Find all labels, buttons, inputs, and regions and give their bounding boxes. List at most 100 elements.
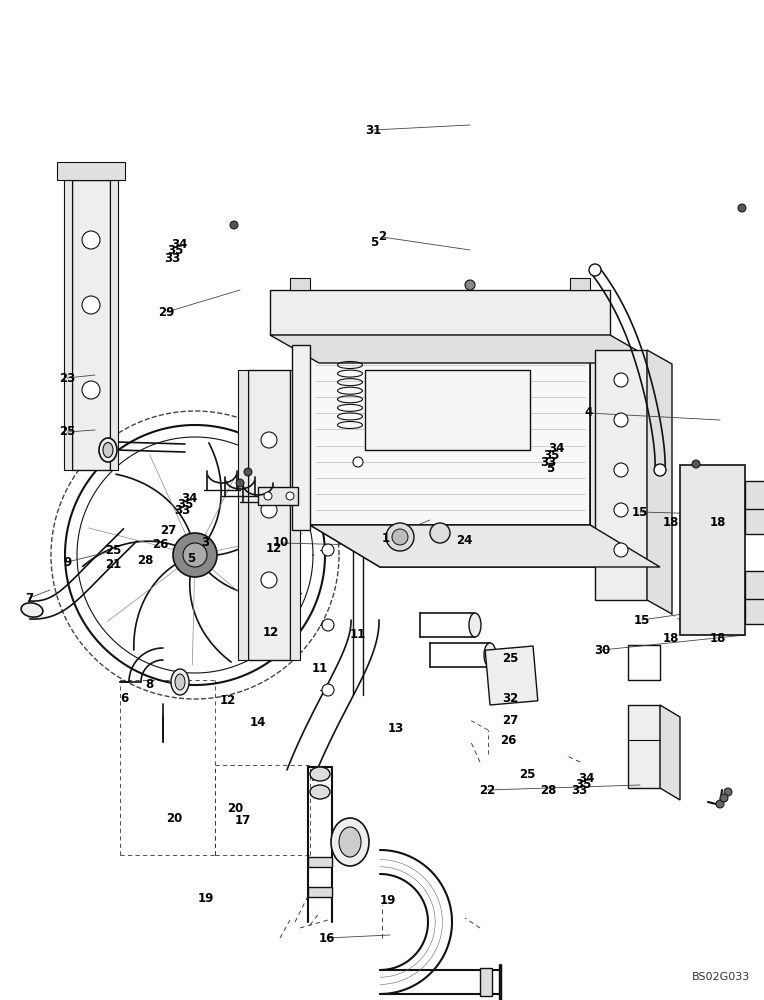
Bar <box>290 278 310 290</box>
Bar <box>290 370 300 660</box>
Circle shape <box>724 788 732 796</box>
Circle shape <box>738 204 746 212</box>
Text: 14: 14 <box>250 716 267 728</box>
Text: 17: 17 <box>235 813 251 826</box>
Circle shape <box>614 503 628 517</box>
Circle shape <box>183 543 207 567</box>
Circle shape <box>614 413 628 427</box>
Circle shape <box>692 460 700 468</box>
Circle shape <box>322 684 334 696</box>
Circle shape <box>261 502 277 518</box>
Polygon shape <box>660 705 680 800</box>
Circle shape <box>589 264 601 276</box>
Polygon shape <box>310 525 660 567</box>
Text: 33: 33 <box>173 504 190 516</box>
Ellipse shape <box>310 767 330 781</box>
Text: 20: 20 <box>227 802 244 814</box>
Ellipse shape <box>469 613 481 637</box>
Polygon shape <box>248 370 290 660</box>
Text: 19: 19 <box>380 894 397 907</box>
Circle shape <box>230 221 238 229</box>
Bar <box>745 571 764 599</box>
Text: 5: 5 <box>371 236 378 249</box>
Bar <box>110 180 118 470</box>
Text: 27: 27 <box>502 714 519 726</box>
Polygon shape <box>292 345 310 530</box>
Polygon shape <box>595 350 647 600</box>
Text: 7: 7 <box>25 591 33 604</box>
Text: 33: 33 <box>571 784 588 796</box>
Text: 15: 15 <box>633 613 650 626</box>
Text: 26: 26 <box>152 538 169 552</box>
Text: 22: 22 <box>479 784 496 796</box>
Circle shape <box>286 492 294 500</box>
Bar <box>57 162 125 180</box>
Polygon shape <box>365 370 530 450</box>
Bar <box>258 487 298 505</box>
Text: 30: 30 <box>594 644 610 656</box>
Circle shape <box>82 231 100 249</box>
Circle shape <box>614 543 628 557</box>
Text: 34: 34 <box>171 237 188 250</box>
Text: 25: 25 <box>59 425 76 438</box>
Text: 23: 23 <box>59 371 76 384</box>
Text: BS02G033: BS02G033 <box>691 972 750 982</box>
Circle shape <box>465 280 475 290</box>
Text: 25: 25 <box>502 652 519 665</box>
Ellipse shape <box>331 818 369 866</box>
Text: 20: 20 <box>166 811 183 824</box>
Polygon shape <box>680 465 745 635</box>
Text: 5: 5 <box>187 552 195 564</box>
Bar <box>485 646 538 705</box>
Bar <box>238 370 248 660</box>
Text: 32: 32 <box>502 692 519 704</box>
Text: 12: 12 <box>219 694 236 706</box>
Circle shape <box>614 373 628 387</box>
Ellipse shape <box>339 827 361 857</box>
Bar <box>745 596 764 624</box>
Text: 1: 1 <box>382 532 390 544</box>
Circle shape <box>82 296 100 314</box>
Polygon shape <box>72 180 110 470</box>
Bar <box>745 481 764 509</box>
Text: 16: 16 <box>319 932 335 944</box>
Text: 8: 8 <box>145 679 153 692</box>
Polygon shape <box>647 350 672 614</box>
Polygon shape <box>270 335 659 363</box>
Polygon shape <box>590 350 660 567</box>
Circle shape <box>173 533 217 577</box>
Text: 35: 35 <box>543 449 560 462</box>
Text: 33: 33 <box>163 251 180 264</box>
Text: 18: 18 <box>710 632 727 645</box>
Text: 4: 4 <box>584 406 592 420</box>
Circle shape <box>322 619 334 631</box>
Text: 9: 9 <box>63 556 71 568</box>
Text: 18: 18 <box>710 516 727 528</box>
Text: 28: 28 <box>540 784 557 796</box>
Text: 35: 35 <box>176 497 193 510</box>
Text: 3: 3 <box>201 536 209 550</box>
Ellipse shape <box>103 442 113 458</box>
Text: 35: 35 <box>575 778 591 790</box>
Text: 25: 25 <box>519 768 536 782</box>
Circle shape <box>720 794 728 802</box>
Text: 13: 13 <box>387 722 404 734</box>
Text: 5: 5 <box>546 462 554 475</box>
Text: 27: 27 <box>160 524 176 536</box>
Circle shape <box>264 492 272 500</box>
Text: 6: 6 <box>121 692 128 704</box>
Text: 21: 21 <box>105 558 121 571</box>
Text: 34: 34 <box>548 442 565 454</box>
Polygon shape <box>628 705 660 788</box>
Circle shape <box>236 479 244 487</box>
Circle shape <box>430 523 450 543</box>
Text: 10: 10 <box>273 536 290 550</box>
Bar <box>308 887 332 897</box>
Ellipse shape <box>21 603 43 617</box>
Circle shape <box>654 464 666 476</box>
Text: 29: 29 <box>158 306 175 318</box>
Polygon shape <box>310 350 590 525</box>
Polygon shape <box>310 525 660 567</box>
Text: 24: 24 <box>456 534 473 546</box>
Text: 34: 34 <box>578 772 595 784</box>
